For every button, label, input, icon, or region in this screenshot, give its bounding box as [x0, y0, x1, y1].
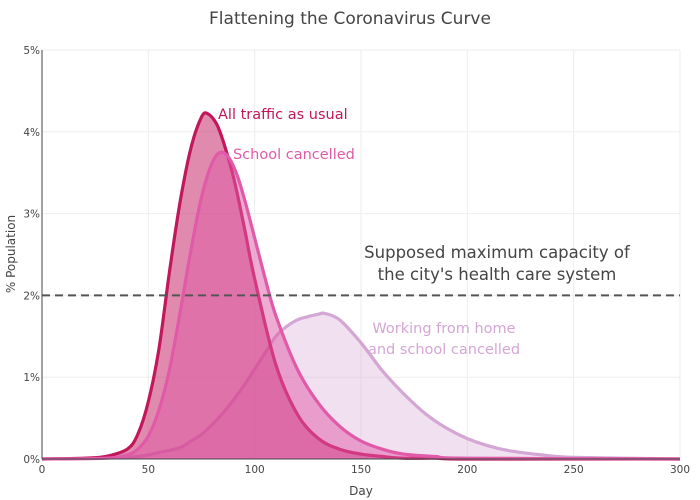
series-label-school: School cancelled	[233, 147, 355, 163]
tick-labels: 0 50 100 150 200 250 300 0% 1% 2% 3% 4% 5%	[23, 45, 690, 476]
y-tick-label: 0%	[23, 454, 40, 466]
y-axis-title: % Population	[4, 215, 18, 293]
series-label-home-line1: Working from home	[372, 321, 515, 337]
series-line-school	[41, 150, 681, 461]
y-tick-label: 3%	[23, 209, 40, 221]
axes	[41, 50, 680, 460]
x-tick-label: 300	[670, 464, 690, 476]
capacity-label-line1: Supposed maximum capacity of	[364, 243, 631, 262]
x-tick-label: 50	[142, 464, 155, 476]
chart-title: Flattening the Coronavirus Curve	[209, 9, 491, 29]
area-fill-home	[42, 313, 680, 459]
y-tick-label: 2%	[23, 290, 40, 302]
y-tick-label: 1%	[23, 372, 40, 384]
series-label-usual: All traffic as usual	[218, 107, 348, 123]
x-tick-label: 200	[457, 464, 477, 476]
x-tick-label: 100	[245, 464, 265, 476]
y-tick-label: 5%	[23, 45, 40, 57]
capacity-group: Supposed maximum capacity of the city's …	[42, 243, 680, 297]
x-axis-title: Day	[349, 484, 373, 498]
capacity-label-line2: the city's health care system	[378, 265, 617, 284]
area-fill-school	[42, 152, 680, 459]
y-tick-label: 4%	[23, 127, 40, 139]
x-tick-label: 250	[564, 464, 584, 476]
grid	[42, 49, 681, 459]
plot-areas	[41, 111, 681, 461]
series-label-home-line2: and school cancelled	[368, 342, 520, 358]
x-tick-label: 150	[351, 464, 371, 476]
series-labels: All traffic as usual School cancelled Wo…	[218, 107, 520, 358]
x-tick-label: 0	[39, 464, 46, 476]
